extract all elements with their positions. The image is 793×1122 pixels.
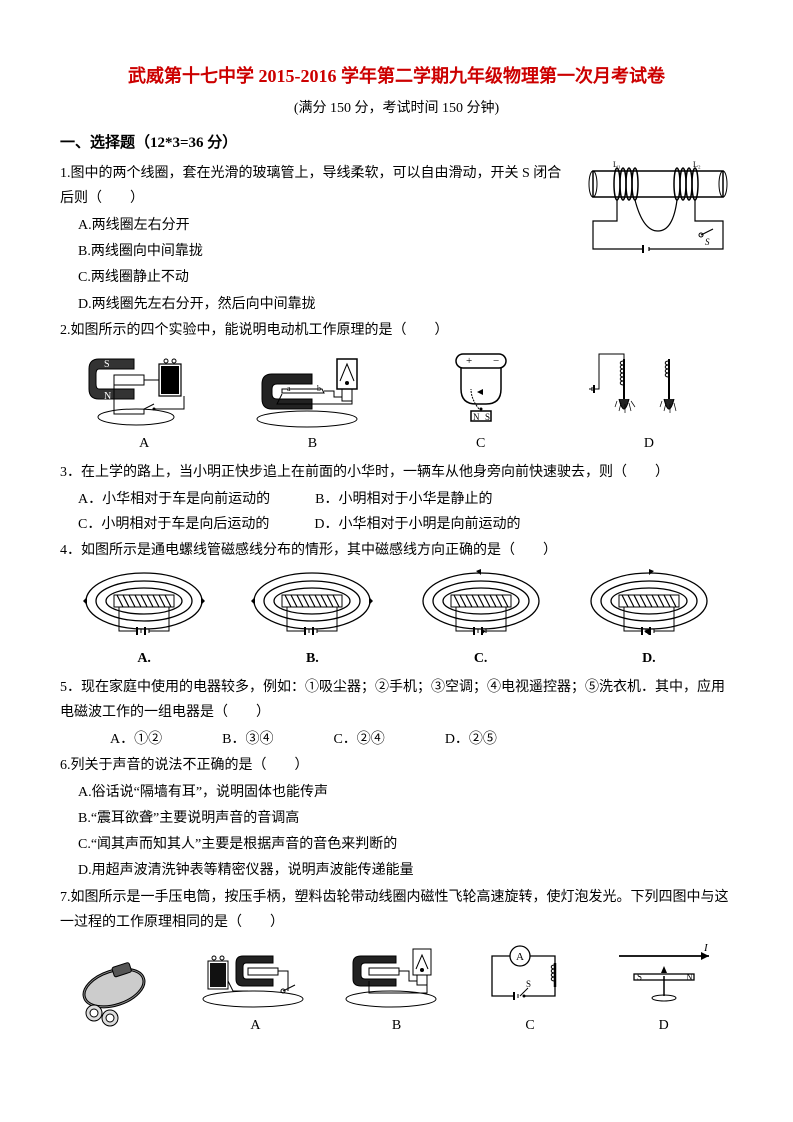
svg-text:a: a: [287, 384, 291, 393]
svg-text:−: −: [493, 355, 499, 367]
q6-opt-b: B.“震耳欲聋”主要说明声音的音调高: [78, 806, 733, 831]
q4-stem: 4．如图所示是通电螺线管磁感线分布的情形，其中磁感线方向正确的是（ ）: [60, 538, 733, 563]
q7-label-d: D: [659, 1013, 669, 1038]
q7-label-b: B: [392, 1013, 401, 1038]
svg-text:N: N: [473, 412, 480, 422]
q3-opt-a: A．小华相对于车是向前运动的: [78, 487, 270, 512]
q1-opt-d: D.两线圈先左右分开，然后向中间靠拢: [78, 292, 733, 317]
svg-text:S: S: [526, 979, 531, 989]
q1-opt-c: C.两线圈静止不动: [78, 265, 733, 290]
q4-label-a: A.: [137, 646, 151, 671]
q2-label-a: A: [139, 431, 149, 456]
q2-label-d: D: [644, 431, 654, 456]
q3-opt-d: D．小华相对于小明是向前运动的: [314, 512, 520, 537]
q3-opt-c: C．小明相对于车是向后运动的: [78, 512, 269, 537]
q4-figures: A.: [60, 569, 733, 671]
svg-text:L₁: L₁: [613, 161, 621, 169]
q5-opt-b: B．③④: [222, 727, 273, 752]
q7-label-a: A: [250, 1013, 260, 1038]
svg-text:L₂: L₂: [693, 161, 701, 169]
q7-label-c: C: [525, 1013, 534, 1038]
q4-label-b: B.: [306, 646, 319, 671]
q6-opt-d: D.用超声波清洗钟表等精密仪器，说明声波能传递能量: [78, 858, 733, 883]
q2-stem: 2.如图所示的四个实验中，能说明电动机工作原理的是（ ）: [60, 318, 733, 343]
exam-subtitle: (满分 150 分，考试时间 150 分钟): [60, 96, 733, 121]
q1-figure: S L₁ L₂: [583, 161, 733, 261]
q5-opt-a: A．①②: [110, 727, 162, 752]
q3-stem: 3．在上学的路上，当小明正快步追上在前面的小华时，一辆车从他身旁向前快速驶去，则…: [60, 460, 733, 485]
section-1-head: 一、选择题（12*3=36 分）: [60, 130, 733, 157]
q2-figures: S N A a b: [60, 349, 733, 456]
q3-opt-b: B．小明相对于小华是静止的: [315, 487, 492, 512]
svg-text:+: +: [466, 355, 472, 367]
exam-title: 武威第十七中学 2015-2016 学年第二学期九年级物理第一次月考试卷: [60, 60, 733, 92]
q2-label-b: B: [308, 431, 317, 456]
q6-opt-a: A.俗话说“隔墙有耳”，说明固体也能传声: [78, 780, 733, 805]
svg-text:N: N: [104, 391, 111, 402]
svg-text:S: S: [104, 359, 110, 370]
svg-text:N: N: [686, 972, 693, 982]
q5-opt-d: D．②⑤: [445, 727, 497, 752]
q2-label-c: C: [476, 431, 485, 456]
svg-text:S: S: [637, 972, 642, 982]
q7-figures: A B A: [60, 941, 733, 1038]
q5-opt-c: C．②④: [333, 727, 384, 752]
q4-label-d: D.: [642, 646, 656, 671]
q6-stem: 6.列关于声音的说法不正确的是（ ）: [60, 753, 733, 778]
svg-text:I: I: [703, 942, 709, 954]
q7-stem: 7.如图所示是一手压电筒，按压手柄，塑料齿轮带动线圈内磁性飞轮高速旋转，使灯泡发…: [60, 885, 733, 935]
svg-text:S: S: [705, 237, 710, 247]
svg-text:S: S: [485, 412, 490, 422]
svg-text:b: b: [317, 384, 321, 393]
q4-label-c: C.: [474, 646, 488, 671]
q6-opt-c: C.“闻其声而知其人”主要是根据声音的音色来判断的: [78, 832, 733, 857]
q5-stem: 5．现在家庭中使用的电器较多，例如：①吸尘器；②手机；③空调；④电视遥控器；⑤洗…: [60, 675, 733, 725]
svg-text:A: A: [516, 951, 524, 963]
